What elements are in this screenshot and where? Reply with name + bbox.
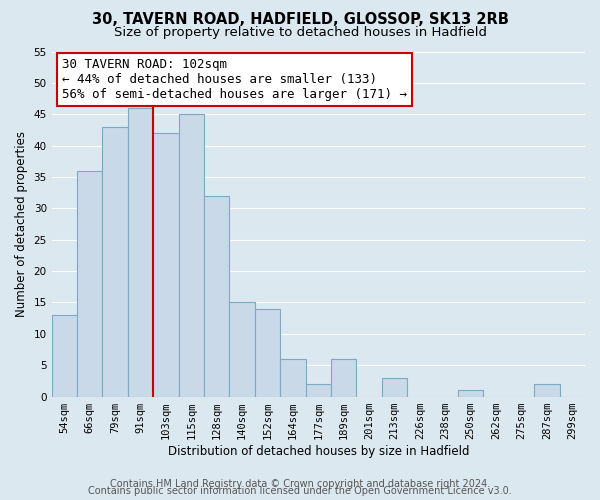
Bar [77,170,103,396]
Bar [280,359,305,397]
Text: Contains public sector information licensed under the Open Government Licence v3: Contains public sector information licen… [88,486,512,496]
Text: 30 TAVERN ROAD: 102sqm
← 44% of detached houses are smaller (133)
56% of semi-de: 30 TAVERN ROAD: 102sqm ← 44% of detached… [62,58,407,102]
Text: 30, TAVERN ROAD, HADFIELD, GLOSSOP, SK13 2RB: 30, TAVERN ROAD, HADFIELD, GLOSSOP, SK13… [92,12,508,28]
Bar [382,378,407,396]
Bar [153,133,179,396]
Bar [305,384,331,396]
Bar [229,302,255,396]
Bar [204,196,229,396]
Text: Contains HM Land Registry data © Crown copyright and database right 2024.: Contains HM Land Registry data © Crown c… [110,479,490,489]
Bar [331,359,356,397]
Y-axis label: Number of detached properties: Number of detached properties [15,131,28,317]
Text: Size of property relative to detached houses in Hadfield: Size of property relative to detached ho… [113,26,487,39]
Bar [103,127,128,396]
Bar [52,315,77,396]
Bar [179,114,204,397]
X-axis label: Distribution of detached houses by size in Hadfield: Distribution of detached houses by size … [167,444,469,458]
Bar [255,308,280,396]
Bar [128,108,153,397]
Bar [534,384,560,396]
Bar [458,390,484,396]
